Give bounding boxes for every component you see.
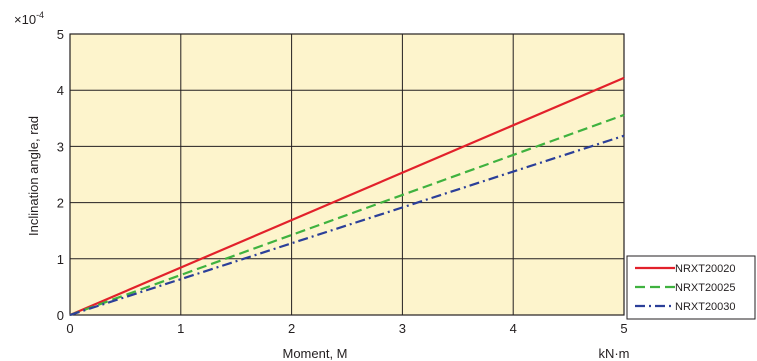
y-scale-exponent: -4 bbox=[36, 10, 44, 20]
legend: NRXT20020 NRXT20025 NRXT20030 bbox=[627, 256, 755, 319]
y-tick-label: 2 bbox=[57, 196, 64, 211]
legend-label: NRXT20025 bbox=[675, 282, 736, 294]
x-tick-label: 0 bbox=[66, 321, 73, 336]
y-tick-label: 3 bbox=[57, 139, 64, 154]
y-tick-label: 5 bbox=[57, 27, 64, 42]
x-tick-label: 4 bbox=[510, 321, 517, 336]
x-axis-label: Moment, M bbox=[282, 346, 347, 361]
plot-area bbox=[70, 34, 624, 315]
x-axis-unit: kN·m bbox=[598, 346, 629, 361]
y-tick-label: 0 bbox=[57, 308, 64, 323]
y-scale-label: ×10-4 bbox=[14, 10, 44, 27]
x-tick-label: 2 bbox=[288, 321, 295, 336]
plot-frame bbox=[70, 34, 624, 315]
x-tick-label: 5 bbox=[620, 321, 627, 336]
x-tick-label: 3 bbox=[399, 321, 406, 336]
legend-label: NRXT20020 bbox=[675, 263, 736, 275]
y-tick-label: 1 bbox=[57, 252, 64, 267]
x-tick-label: 1 bbox=[177, 321, 184, 336]
y-axis-label: Inclination angle, rad bbox=[26, 116, 41, 236]
legend-label: NRXT20030 bbox=[675, 301, 736, 313]
y-tick-label: 4 bbox=[57, 83, 64, 98]
